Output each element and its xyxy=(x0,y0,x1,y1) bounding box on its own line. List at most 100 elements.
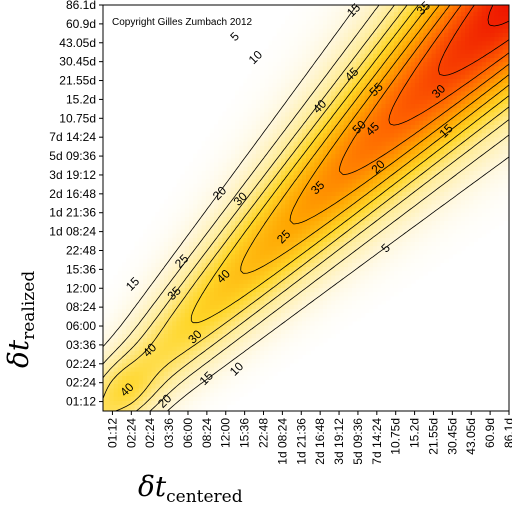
heat-cell xyxy=(469,120,474,125)
heat-cell xyxy=(485,153,491,159)
heat-cell xyxy=(130,258,136,263)
heat-cell xyxy=(272,341,278,347)
heat-cell xyxy=(163,258,169,263)
heat-cell xyxy=(318,245,324,251)
heat-cell xyxy=(234,350,240,355)
heat-cell xyxy=(280,99,286,104)
heat-cell xyxy=(318,233,324,238)
heat-cell xyxy=(276,233,282,238)
heat-cell xyxy=(113,350,119,355)
heat-cell xyxy=(506,115,509,121)
heat-cell xyxy=(289,191,295,196)
heat-cell xyxy=(151,270,157,276)
heat-cell xyxy=(247,266,253,272)
heat-cell xyxy=(297,170,303,176)
heat-cell xyxy=(335,237,341,242)
heat-cell xyxy=(184,279,190,284)
heat-cell xyxy=(103,291,106,297)
heat-cell xyxy=(193,354,198,360)
heat-cell xyxy=(234,99,240,104)
heat-cell xyxy=(272,362,278,368)
heat-cell xyxy=(343,262,349,268)
heat-cell xyxy=(272,366,278,372)
heat-cell xyxy=(218,199,224,205)
heat-cell xyxy=(239,124,244,130)
heat-cell xyxy=(490,157,495,163)
heat-cell xyxy=(372,199,378,205)
heat-cell xyxy=(310,270,316,276)
heat-cell xyxy=(155,216,161,222)
heat-cell xyxy=(306,287,311,293)
heat-cell xyxy=(460,207,466,213)
heat-cell xyxy=(335,212,341,217)
heat-cell xyxy=(109,316,115,322)
heat-cell xyxy=(193,325,198,330)
heat-cell xyxy=(419,161,424,167)
heat-cell xyxy=(255,383,261,389)
heat-cell xyxy=(377,245,382,251)
heat-cell xyxy=(297,299,303,305)
heat-cell xyxy=(251,253,257,259)
heat-cell xyxy=(326,187,332,192)
heat-cell xyxy=(398,103,403,109)
heat-cell xyxy=(326,107,332,113)
heat-cell xyxy=(197,366,203,372)
heat-cell xyxy=(201,408,207,411)
heat-cell xyxy=(113,362,119,368)
heat-cell xyxy=(243,195,249,201)
heat-cell xyxy=(389,258,395,263)
heat-cell xyxy=(268,249,274,255)
heat-cell xyxy=(389,279,395,284)
heat-cell xyxy=(247,195,253,201)
heat-cell xyxy=(423,262,428,268)
heat-cell xyxy=(331,195,336,201)
heat-cell xyxy=(230,145,236,150)
heat-cell xyxy=(381,161,387,167)
heat-cell xyxy=(209,237,215,242)
heat-cell xyxy=(498,187,504,192)
heat-cell xyxy=(402,141,408,146)
heat-cell xyxy=(209,366,215,372)
heat-cell xyxy=(226,258,232,263)
heat-cell xyxy=(226,241,232,247)
heat-cell xyxy=(310,333,316,339)
heat-cell xyxy=(301,207,307,213)
heat-cell xyxy=(276,224,282,230)
heat-cell xyxy=(222,249,228,255)
heat-cell xyxy=(247,270,253,276)
heat-cell xyxy=(201,337,207,343)
heat-cell xyxy=(247,299,253,305)
heat-cell xyxy=(239,212,244,217)
heat-cell xyxy=(385,103,391,109)
heat-cell xyxy=(255,312,261,318)
heat-cell xyxy=(352,124,357,130)
heat-cell xyxy=(435,124,441,130)
heat-cell xyxy=(498,170,504,176)
heat-cell xyxy=(172,304,177,309)
heat-cell xyxy=(168,345,173,351)
heat-cell xyxy=(431,220,437,226)
heat-cell xyxy=(393,195,399,201)
heat-cell xyxy=(506,203,509,209)
heat-cell xyxy=(188,266,194,272)
heat-cell xyxy=(272,258,278,263)
heat-cell xyxy=(419,249,424,255)
heat-cell xyxy=(477,120,483,125)
heat-cell xyxy=(247,274,253,280)
heat-cell xyxy=(339,216,345,222)
heat-cell xyxy=(172,379,177,385)
heat-cell xyxy=(352,174,357,180)
heat-cell xyxy=(410,237,416,242)
heat-cell xyxy=(360,107,366,113)
heat-cell xyxy=(494,124,500,130)
heat-cell xyxy=(184,253,190,259)
heat-cell xyxy=(109,341,115,347)
heat-cell xyxy=(255,178,261,184)
heat-cell xyxy=(339,203,345,209)
heat-cell xyxy=(159,258,165,263)
heat-cell xyxy=(322,141,328,146)
heat-cell xyxy=(214,362,219,368)
heat-cell xyxy=(264,141,270,146)
heat-cell xyxy=(176,287,182,293)
heat-cell xyxy=(172,274,177,280)
